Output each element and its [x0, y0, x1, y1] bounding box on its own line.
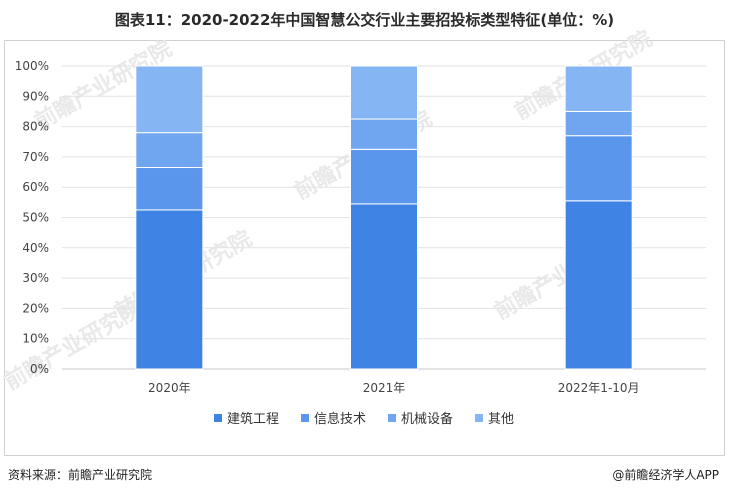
y-tick-label: 50%: [22, 211, 49, 225]
x-axis: 2020年 2021年 2022年1-10月: [148, 381, 639, 395]
chart-title: 图表11：2020-2022年中国智慧公交行业主要招投标类型特征(单位：%): [114, 11, 615, 29]
bar-segment: [135, 167, 204, 211]
bar-segment: [350, 65, 418, 120]
watermark-layer: 前瞻产业研究院前瞻产业研究院前瞻产业研究院前瞻产业研究院前瞻产业研究院前瞻产业研…: [0, 26, 656, 396]
y-tick-label: 20%: [22, 301, 49, 315]
bar-segment: [350, 118, 418, 150]
y-tick-label: 40%: [22, 241, 49, 255]
y-tick-label: 90%: [22, 89, 49, 103]
bar-layer: [135, 65, 633, 370]
bar-segment: [564, 200, 633, 370]
x-tick-label: 2021年: [363, 381, 406, 395]
legend-label: 建筑工程: [227, 411, 279, 427]
y-tick-label: 80%: [22, 120, 49, 134]
source-note: 资料来源：前瞻产业研究院: [8, 468, 153, 482]
y-axis: 0% 10% 20% 30% 40% 50% 60% 70% 80% 90% 100%: [15, 59, 49, 376]
chart-frame: [4, 40, 725, 456]
bar-segment: [135, 132, 204, 169]
y-tick-label: 10%: [22, 332, 49, 346]
bar-segment: [564, 110, 633, 137]
bar-segment: [135, 209, 204, 370]
bar-segment: [135, 65, 204, 134]
y-tick-label: 100%: [15, 59, 49, 73]
brand-label: @前瞻经济学人APP: [612, 468, 719, 482]
legend-swatch: [475, 414, 484, 422]
x-tick-label: 2020年: [148, 381, 191, 395]
legend-label: 信息技术: [314, 411, 366, 427]
bar-segment: [350, 203, 418, 370]
bar-segment: [564, 65, 633, 112]
legend-swatch: [214, 414, 222, 422]
y-tick-label: 60%: [22, 180, 49, 194]
legend: 建筑工程 信息技术 机械设备 其他: [214, 411, 514, 427]
legend-label: 其他: [488, 412, 514, 427]
y-tick-label: 30%: [22, 271, 49, 285]
bar-segment: [350, 148, 418, 205]
x-tick-label: 2022年1-10月: [558, 381, 640, 395]
y-tick-label: 0%: [30, 362, 49, 376]
legend-swatch: [301, 414, 310, 422]
bar-segment: [564, 135, 633, 202]
legend-label: 机械设备: [401, 411, 453, 427]
stacked-bar-chart: 前瞻产业研究院前瞻产业研究院前瞻产业研究院前瞻产业研究院前瞻产业研究院前瞻产业研…: [0, 26, 706, 427]
y-tick-label: 70%: [22, 150, 49, 164]
legend-swatch: [388, 414, 397, 422]
